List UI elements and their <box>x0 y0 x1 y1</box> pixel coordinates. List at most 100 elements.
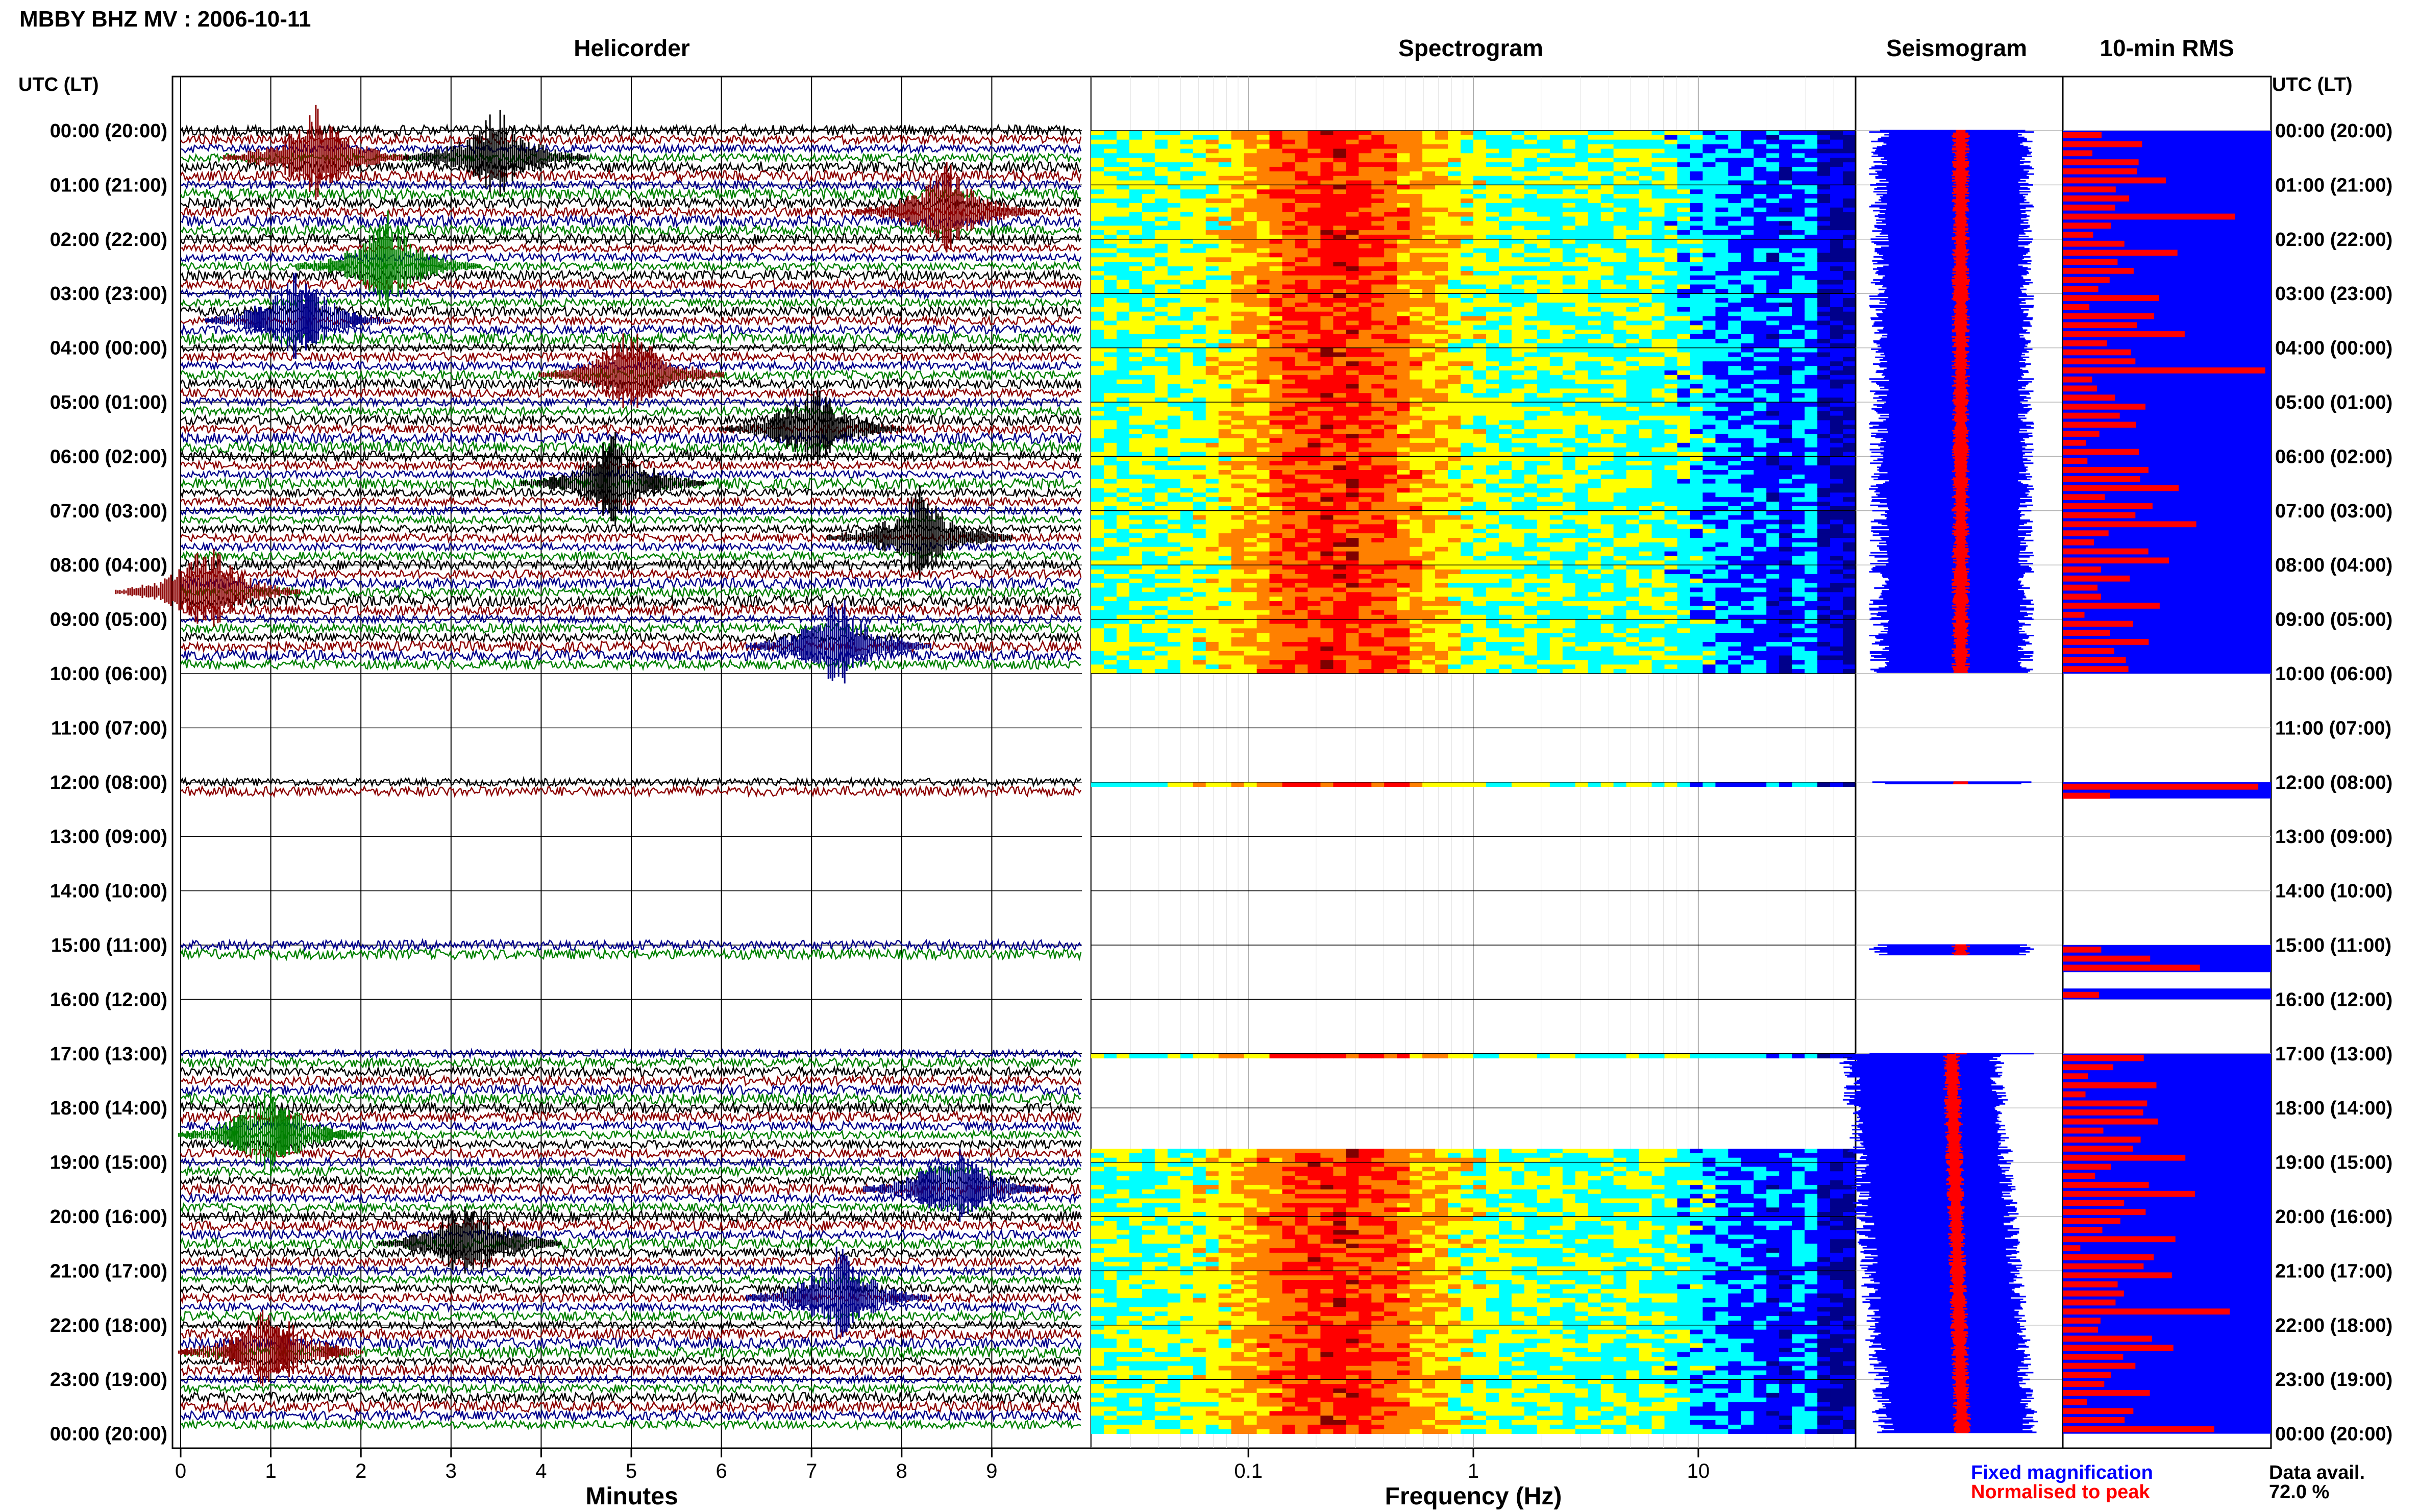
spectrogram-cell <box>1384 330 1397 335</box>
spectrogram-cell <box>1843 461 1856 466</box>
spectrogram-cell <box>1741 262 1754 267</box>
spectrogram-cell <box>1613 442 1627 448</box>
spectrogram-cell <box>1256 298 1270 303</box>
spectrogram-cell <box>1205 221 1219 226</box>
spectrogram-cell <box>1715 393 1729 398</box>
spectrogram-cell <box>1549 239 1563 244</box>
spectrogram-cell <box>1167 293 1181 299</box>
spectrogram-cell <box>1154 270 1168 276</box>
spectrogram-cell <box>1664 180 1678 185</box>
spectrogram-cell <box>1320 257 1334 262</box>
spectrogram-cell <box>1244 289 1257 294</box>
spectrogram-cell <box>1231 293 1245 299</box>
spectrogram-cell <box>1562 302 1576 308</box>
spectrogram-cell <box>1231 176 1245 181</box>
spectrogram-cell <box>1664 311 1678 316</box>
spectrogram-cell <box>1664 447 1678 452</box>
spectrogram-cell <box>1116 402 1130 407</box>
spectrogram-cell <box>1805 402 1818 407</box>
spectrogram-cell <box>1231 429 1245 434</box>
spectrogram-cell <box>1830 266 1843 271</box>
spectrogram-cell <box>1702 180 1716 185</box>
spectrogram-cell <box>1154 293 1168 299</box>
spectrogram-cell <box>1142 330 1155 335</box>
spectrogram-cell <box>1422 366 1436 371</box>
spectrogram-cell <box>1193 293 1206 299</box>
spectrogram-cell <box>1473 280 1487 285</box>
spectrogram-cell <box>1269 148 1283 154</box>
spectrogram-cell <box>1205 266 1219 271</box>
spectrogram-cell <box>1486 456 1499 461</box>
spectrogram-cell <box>1269 171 1283 177</box>
spectrogram-cell <box>1359 239 1372 244</box>
spectrogram-cell <box>1766 270 1780 276</box>
spectrogram-cell <box>1575 158 1589 163</box>
spectrogram-cell <box>1193 234 1206 240</box>
spectrogram-cell <box>1626 402 1640 407</box>
spectrogram-cell <box>1384 425 1397 430</box>
spectrogram-cell <box>1511 357 1525 362</box>
spectrogram-cell <box>1167 411 1181 416</box>
spectrogram-cell <box>1639 257 1652 262</box>
spectrogram-cell <box>1346 357 1359 362</box>
spectrogram-cell <box>1754 442 1767 448</box>
spectrogram-cell <box>1410 343 1423 348</box>
spectrogram-cell <box>1180 226 1194 231</box>
spectrogram-cell <box>1626 171 1640 177</box>
spectrogram-cell <box>1333 230 1346 235</box>
spectrogram-cell <box>1651 352 1665 357</box>
spectrogram-cell <box>1715 452 1729 457</box>
spectrogram-cell <box>1384 474 1397 480</box>
spectrogram-cell <box>1282 398 1296 403</box>
spectrogram-cell <box>1600 302 1614 308</box>
spectrogram-cell <box>1805 234 1818 240</box>
spectrogram-cell <box>1269 357 1283 362</box>
helicorder-trace <box>180 504 1082 517</box>
spectrogram-cell <box>1664 262 1678 267</box>
spectrogram-cell <box>1193 325 1206 330</box>
spectrogram-cell <box>1295 135 1309 140</box>
spectrogram-cell <box>1792 425 1805 430</box>
spectrogram-cell <box>1562 406 1576 412</box>
spectrogram-cell <box>1091 257 1104 262</box>
spectrogram-cell <box>1116 280 1130 285</box>
spectrogram-cell <box>1116 348 1130 353</box>
spectrogram-cell <box>1715 239 1729 244</box>
spectrogram-cell <box>1549 461 1563 466</box>
spectrogram-cell <box>1511 411 1525 416</box>
spectrogram-cell <box>1384 442 1397 448</box>
spectrogram-cell <box>1359 442 1372 448</box>
spectrogram-cell <box>1690 357 1703 362</box>
spectrogram-cell <box>1754 289 1767 294</box>
spectrogram-cell <box>1244 253 1257 258</box>
spectrogram-cell <box>1562 348 1576 353</box>
spectrogram-cell <box>1639 148 1652 154</box>
spectrogram-cell <box>1498 456 1512 461</box>
spectrogram-cell <box>1805 357 1818 362</box>
spectrogram-cell <box>1486 280 1499 285</box>
spectrogram-cell <box>1524 434 1538 439</box>
spectrogram-cell <box>1651 239 1665 244</box>
spectrogram-cell <box>1690 307 1703 312</box>
spectrogram-cell <box>1448 411 1461 416</box>
spectrogram-cell <box>1384 479 1397 484</box>
spectrogram-cell <box>1677 185 1691 190</box>
spectrogram-cell <box>1116 293 1130 299</box>
spectrogram-cell <box>1295 230 1309 235</box>
spectrogram-cell <box>1371 393 1385 398</box>
spectrogram-cell <box>1843 348 1856 353</box>
spectrogram-cell <box>1320 199 1334 204</box>
spectrogram-cell <box>1295 194 1309 199</box>
spectrogram-cell <box>1346 162 1359 167</box>
spectrogram-cell <box>1549 402 1563 407</box>
spectrogram-cell <box>1651 189 1665 194</box>
spectrogram-cell <box>1588 148 1601 154</box>
spectrogram-cell <box>1180 166 1194 172</box>
spectrogram-cell <box>1639 203 1652 208</box>
spectrogram-cell <box>1651 135 1665 140</box>
spectrogram-cell <box>1422 320 1436 326</box>
spectrogram-cell <box>1779 280 1792 285</box>
spectrogram-cell <box>1205 330 1219 335</box>
spectrogram-cell <box>1167 402 1181 407</box>
spectrogram-cell <box>1256 162 1270 167</box>
